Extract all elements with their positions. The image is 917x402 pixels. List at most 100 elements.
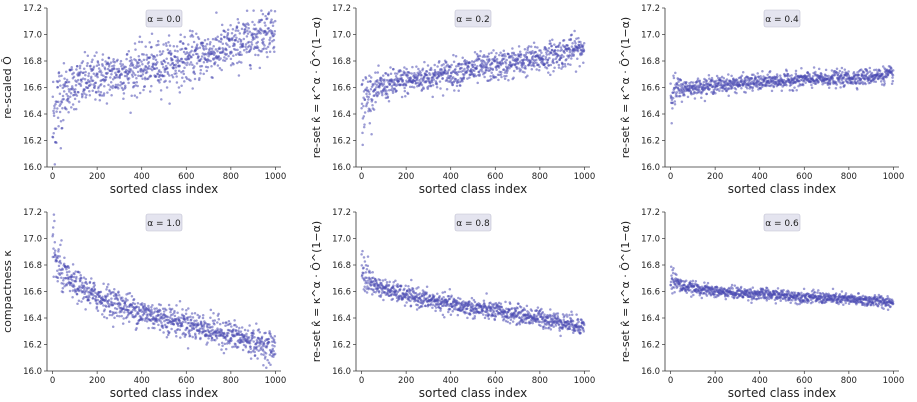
data-point (403, 86, 406, 90)
data-point (223, 59, 227, 62)
data-point (209, 308, 213, 312)
data-point (102, 304, 105, 307)
data-point (236, 29, 240, 33)
data-point (483, 55, 487, 59)
data-point (419, 81, 423, 85)
data-point (83, 50, 87, 54)
data-point (189, 318, 193, 321)
data-point (196, 47, 199, 50)
data-point (178, 64, 181, 67)
data-point (88, 301, 92, 305)
data-point (487, 52, 491, 55)
data-point (253, 354, 257, 357)
data-point (365, 92, 368, 96)
data-point (245, 9, 249, 13)
data-point (258, 66, 262, 70)
data-point (261, 40, 265, 43)
data-point (125, 52, 129, 56)
data-point (273, 30, 277, 33)
data-point (259, 342, 262, 345)
data-point (155, 54, 159, 57)
data-point (494, 75, 498, 79)
data-point (360, 264, 364, 267)
data-point (187, 307, 190, 310)
data-point (693, 91, 696, 94)
data-point (82, 67, 86, 70)
data-point (159, 303, 162, 307)
x-tick-label: 200 (398, 172, 414, 182)
data-point (130, 310, 134, 314)
data-point (405, 67, 408, 71)
data-point (87, 286, 91, 290)
data-point (517, 302, 520, 305)
data-point (258, 20, 262, 24)
data-point (54, 127, 58, 131)
data-point (509, 61, 512, 65)
data-point (365, 104, 368, 108)
data-point (105, 75, 108, 79)
data-point (111, 78, 115, 81)
data-point (417, 286, 420, 289)
data-point (80, 80, 83, 83)
data-point (827, 86, 831, 89)
data-point (171, 58, 174, 62)
data-point (410, 85, 414, 89)
data-point (463, 67, 466, 71)
data-point (493, 318, 497, 322)
data-point (266, 55, 269, 59)
data-point (678, 84, 681, 87)
data-point (140, 302, 144, 305)
y-tick-label: 16.0 (332, 163, 351, 173)
data-point (785, 83, 788, 87)
data-point (800, 66, 803, 70)
data-point (165, 336, 169, 339)
data-point (489, 75, 492, 78)
data-point (576, 49, 580, 53)
panel-title: α = 0.0 (147, 15, 181, 25)
data-point (429, 84, 433, 88)
data-point (411, 65, 414, 69)
data-point (67, 278, 70, 281)
data-point (443, 66, 446, 69)
data-point (246, 329, 250, 332)
data-point (153, 326, 156, 330)
data-point (699, 82, 703, 86)
data-point (61, 287, 65, 290)
data-point (136, 302, 140, 305)
data-point (74, 107, 78, 111)
data-point (215, 337, 219, 340)
data-point (51, 226, 55, 229)
data-point (130, 94, 133, 98)
data-point (107, 65, 111, 68)
data-point (229, 57, 233, 61)
x-tick-label: 400 (134, 376, 150, 386)
data-point (485, 63, 489, 66)
data-point (130, 295, 134, 298)
data-point (409, 77, 413, 81)
data-point (74, 279, 78, 283)
data-point (191, 63, 194, 67)
data-point (820, 72, 823, 76)
data-point (883, 82, 886, 85)
data-point (245, 50, 248, 54)
data-point (361, 78, 365, 82)
data-point (420, 83, 424, 87)
data-point (448, 308, 452, 311)
data-point (544, 57, 547, 61)
data-point (101, 64, 104, 68)
data-point (195, 32, 198, 35)
data-point (244, 30, 247, 34)
data-point (273, 352, 277, 356)
data-point (549, 328, 553, 331)
data-point (360, 102, 364, 106)
data-point (52, 132, 55, 135)
data-point (232, 63, 235, 66)
data-point (476, 81, 479, 85)
data-point (138, 35, 142, 39)
data-point (741, 70, 745, 74)
data-point (514, 53, 517, 57)
data-point (269, 20, 273, 23)
x-axis-label: sorted class index (110, 182, 218, 196)
data-point (730, 74, 733, 78)
data-point (683, 94, 686, 97)
